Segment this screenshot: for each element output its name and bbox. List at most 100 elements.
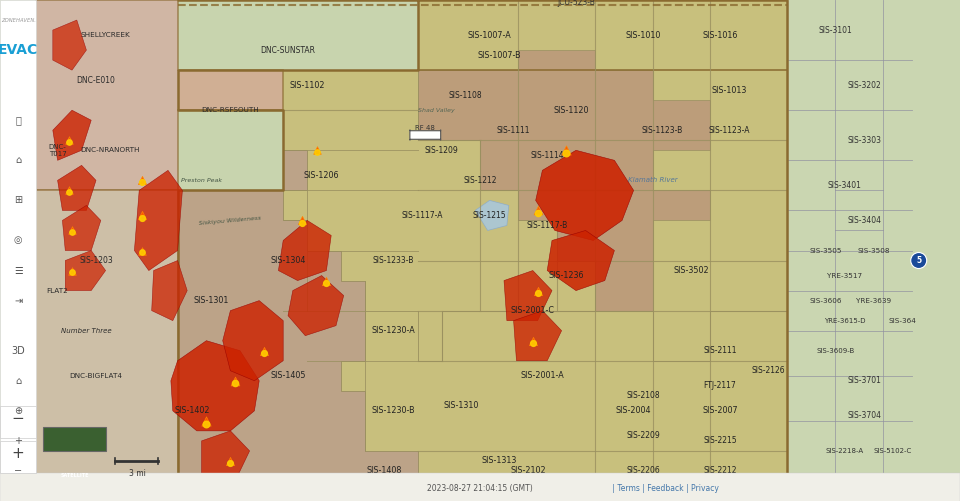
Text: SIS-2206: SIS-2206 — [626, 466, 660, 475]
Text: SIS-2001-C: SIS-2001-C — [511, 306, 555, 315]
Point — [525, 339, 540, 347]
Polygon shape — [504, 271, 552, 321]
Text: ZONEHAVEN.: ZONEHAVEN. — [1, 18, 36, 23]
Text: SIS-2218-B: SIS-2218-B — [854, 478, 893, 484]
Text: EVAC: EVAC — [0, 43, 38, 57]
Text: SIS-3303: SIS-3303 — [847, 136, 881, 145]
Text: SATELLITE: SATELLITE — [60, 473, 89, 478]
Polygon shape — [278, 220, 331, 281]
Point — [319, 279, 334, 287]
Text: −: − — [14, 466, 22, 476]
Text: SIS-1301: SIS-1301 — [194, 296, 228, 305]
Text: | Terms | Feedback | Privacy: | Terms | Feedback | Privacy — [610, 484, 718, 493]
Polygon shape — [202, 431, 250, 481]
Text: SIS-2212: SIS-2212 — [704, 466, 736, 475]
Point — [295, 218, 310, 226]
Text: SIS-1108: SIS-1108 — [448, 91, 483, 100]
Bar — [43, 427, 106, 451]
Polygon shape — [475, 200, 509, 230]
Polygon shape — [53, 110, 91, 160]
Text: YRE-3517: YRE-3517 — [828, 273, 862, 279]
Polygon shape — [418, 50, 710, 311]
Point — [199, 417, 214, 425]
Text: ⌂: ⌂ — [15, 376, 21, 386]
Text: SIS-3609-B: SIS-3609-B — [816, 348, 854, 354]
Text: SIS-3202: SIS-3202 — [847, 81, 881, 90]
Text: SIS-1304: SIS-1304 — [271, 256, 305, 265]
Point — [199, 419, 214, 427]
Point — [64, 267, 80, 275]
Text: ⊞: ⊞ — [14, 195, 22, 205]
Text: SIS-364: SIS-364 — [888, 318, 917, 324]
Text: SIS-3401: SIS-3401 — [828, 181, 862, 190]
Text: SIS-1007-A: SIS-1007-A — [468, 31, 512, 40]
Point — [256, 347, 272, 355]
Text: MT: MT — [911, 256, 923, 265]
Text: DNC-NRANORTH: DNC-NRANORTH — [81, 147, 140, 153]
Text: SIS-1102: SIS-1102 — [290, 81, 324, 90]
Text: SIS-1013: SIS-1013 — [712, 86, 747, 95]
Point — [64, 226, 80, 234]
Text: YRE-3639: YRE-3639 — [856, 298, 891, 304]
Polygon shape — [178, 70, 595, 361]
Text: Number Three: Number Three — [61, 328, 111, 334]
Text: SIS-5102-C: SIS-5102-C — [874, 448, 912, 454]
Text: SIS-1215: SIS-1215 — [472, 211, 507, 220]
Polygon shape — [36, 0, 283, 190]
Polygon shape — [514, 311, 562, 361]
Point — [237, 489, 252, 497]
Text: SIS-1313: SIS-1313 — [482, 456, 516, 465]
Polygon shape — [58, 165, 96, 210]
Text: SHELLYCREEK: SHELLYCREEK — [81, 32, 131, 38]
Text: SIS-1123-A: SIS-1123-A — [708, 126, 751, 135]
Text: FTJ-2117: FTJ-2117 — [704, 381, 736, 390]
Bar — [0, 441, 36, 473]
Polygon shape — [134, 170, 182, 271]
Point — [530, 289, 545, 297]
Text: SIS-1233-B: SIS-1233-B — [372, 256, 415, 265]
Text: SIS-1405: SIS-1405 — [271, 371, 305, 380]
Point — [530, 209, 545, 217]
Point — [228, 377, 243, 385]
Text: SIS-2126: SIS-2126 — [751, 366, 785, 375]
Text: SIS-1206: SIS-1206 — [304, 171, 339, 180]
Point — [134, 176, 150, 184]
Text: FLAT2: FLAT2 — [47, 288, 68, 294]
Point — [559, 149, 574, 157]
Text: SIS-3502: SIS-3502 — [673, 266, 709, 275]
Circle shape — [911, 253, 926, 269]
Point — [256, 349, 272, 357]
Text: 3 mi: 3 mi — [129, 469, 146, 478]
Polygon shape — [223, 301, 283, 381]
Text: SIS-1117-A: SIS-1117-A — [401, 211, 444, 220]
Text: Siskiyou Wilderness: Siskiyou Wilderness — [199, 215, 262, 225]
Polygon shape — [53, 20, 86, 70]
Bar — [0, 406, 36, 438]
Text: SIS-1230-B: SIS-1230-B — [372, 406, 416, 415]
Point — [525, 337, 540, 345]
Text: ⊕: ⊕ — [14, 406, 22, 416]
Polygon shape — [288, 276, 344, 336]
Bar — [595, 0, 960, 501]
Text: DNC-
T017: DNC- T017 — [49, 144, 66, 157]
Text: SIS-1123-B: SIS-1123-B — [642, 126, 683, 135]
Text: SIS-2001-A: SIS-2001-A — [520, 371, 564, 380]
Polygon shape — [536, 150, 634, 240]
Text: SIS-3606: SIS-3606 — [809, 298, 842, 304]
Text: SIS-1016: SIS-1016 — [703, 31, 737, 40]
Text: JCU-523-B: JCU-523-B — [557, 0, 595, 7]
Point — [295, 216, 310, 224]
Text: RF 48: RF 48 — [416, 125, 435, 131]
Polygon shape — [65, 250, 106, 291]
Text: SIS-3701: SIS-3701 — [847, 376, 881, 385]
Text: SIS-1236: SIS-1236 — [549, 271, 584, 280]
Point — [223, 459, 238, 467]
Text: SIS-1212: SIS-1212 — [464, 176, 496, 185]
Bar — [0, 0, 36, 501]
Text: SIS-2218-A: SIS-2218-A — [826, 448, 864, 454]
Polygon shape — [36, 190, 178, 501]
Text: SIS-2209: SIS-2209 — [626, 431, 660, 440]
Text: 2023-08-27 21:04:15 (GMT): 2023-08-27 21:04:15 (GMT) — [427, 484, 533, 493]
Point — [134, 246, 150, 255]
Text: SIS-2102: SIS-2102 — [510, 466, 546, 475]
